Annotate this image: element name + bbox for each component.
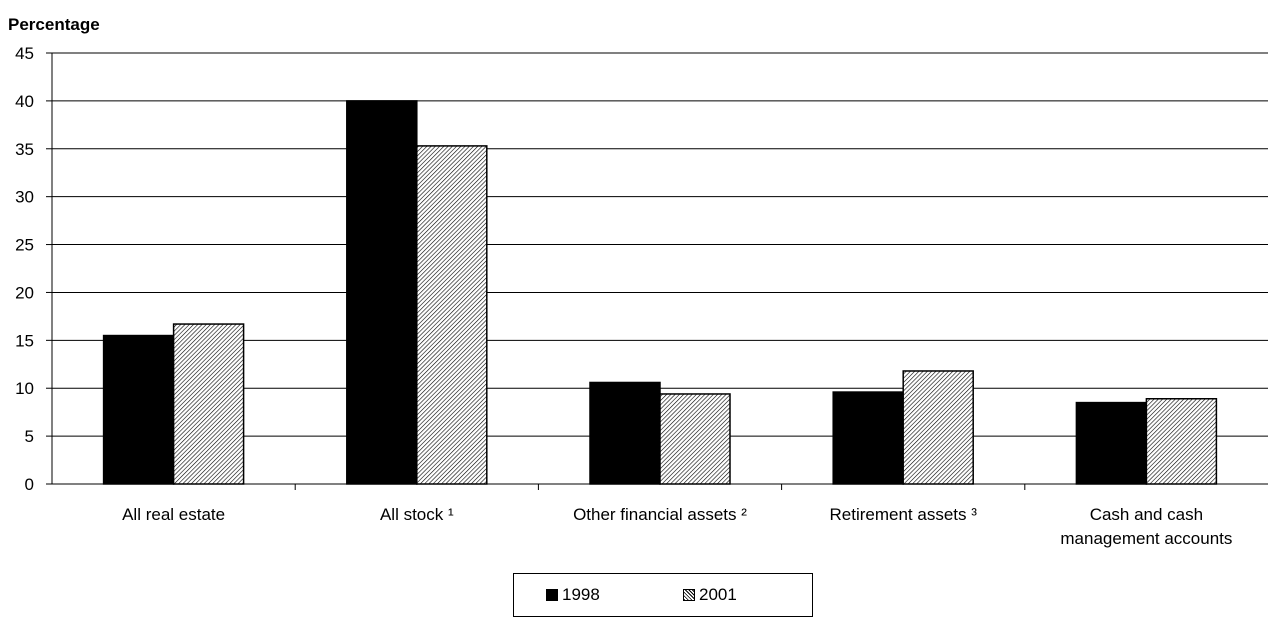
category-label: All real estate <box>122 505 225 524</box>
bar-1998 <box>832 391 904 485</box>
legend-swatch-solid <box>546 589 558 601</box>
axes <box>46 52 1268 490</box>
y-tick-label: 30 <box>15 188 34 207</box>
legend-label: 1998 <box>562 585 600 604</box>
bar-2001 <box>659 393 731 485</box>
legend-label: 2001 <box>699 585 737 604</box>
y-tick-label: 25 <box>15 236 34 255</box>
legend: 1998 2001 <box>513 573 813 617</box>
bar-1998 <box>1075 401 1148 485</box>
legend-item-1998: 1998 <box>546 585 600 605</box>
bar-2001 <box>416 145 488 485</box>
category-label: management accounts <box>1060 529 1232 548</box>
y-tick-label: 35 <box>15 140 34 159</box>
bars <box>102 100 1218 485</box>
gridlines <box>52 52 1268 437</box>
bar-2001 <box>1145 398 1218 485</box>
bar-2001 <box>902 370 974 485</box>
y-tick-labels: 0 5 10 15 20 25 30 35 40 45 <box>15 44 34 494</box>
y-tick-label: 10 <box>15 379 34 398</box>
category-label: Cash and cash <box>1090 505 1203 524</box>
y-tick-label: 20 <box>15 283 34 302</box>
legend-swatch-hatched <box>683 589 695 601</box>
y-tick-label: 0 <box>25 475 34 494</box>
category-label: All stock ¹ <box>380 505 454 524</box>
y-axis-title: Percentage <box>8 15 100 34</box>
category-labels: All real estate All stock ¹ Other financia… <box>122 505 1232 548</box>
category-label: Retirement assets ³ <box>830 505 978 524</box>
y-tick-label: 15 <box>15 331 34 350</box>
bar-1998 <box>346 100 418 485</box>
y-tick-label: 45 <box>15 44 34 63</box>
legend-item-2001: 2001 <box>683 585 737 605</box>
bar-1998 <box>589 381 661 485</box>
bar-1998 <box>102 334 175 485</box>
category-label: Other financial assets ² <box>573 505 747 524</box>
y-tick-label: 40 <box>15 92 34 111</box>
y-tick-label: 5 <box>25 427 34 446</box>
bar-2001 <box>172 323 245 485</box>
